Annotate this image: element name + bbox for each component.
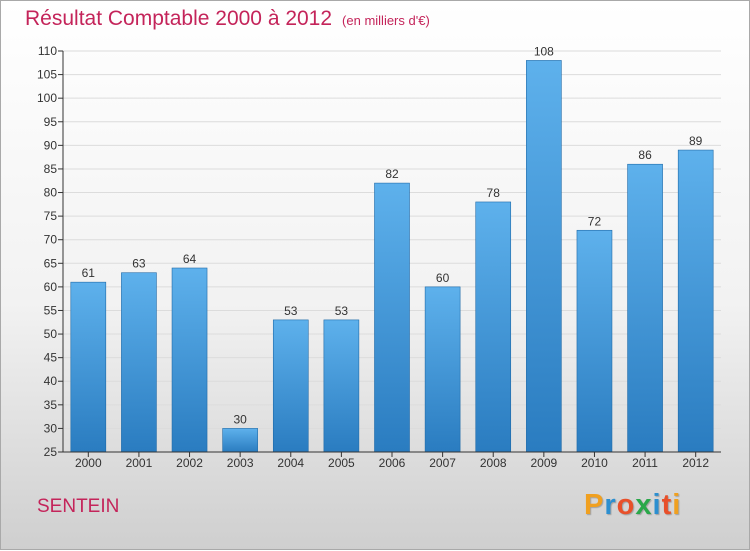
logo-letter: P	[584, 489, 605, 521]
bar	[374, 182, 410, 453]
y-tick-label: 65	[44, 256, 58, 270]
logo-letter: r	[604, 489, 617, 521]
data-label: 78	[487, 186, 501, 200]
data-label: 108	[534, 44, 554, 58]
y-tick-label: 40	[44, 374, 58, 388]
commune-name: SENTEIN	[37, 496, 120, 517]
data-label: 60	[436, 271, 450, 285]
data-label: 63	[132, 257, 146, 271]
data-label: 72	[588, 214, 602, 228]
logo-letter: t	[661, 489, 673, 521]
bar	[70, 281, 107, 453]
y-tick-label: 50	[44, 327, 58, 341]
y-tick-label: 95	[44, 115, 58, 129]
bar	[121, 272, 157, 453]
chart-subtitle: (en milliers d'€)	[342, 13, 430, 28]
y-tick-label: 75	[44, 209, 58, 223]
bar	[677, 149, 714, 453]
bar	[222, 428, 258, 453]
y-tick-label: 45	[44, 351, 58, 365]
bar	[576, 229, 613, 453]
bar	[323, 319, 360, 453]
data-label: 64	[183, 252, 197, 266]
bar	[627, 163, 663, 453]
x-tick-label: 2010	[581, 456, 608, 470]
y-tick-label: 25	[44, 445, 58, 459]
chart-title-text: Résultat Comptable 2000 à 2012	[25, 7, 333, 30]
x-tick-label: 2001	[126, 456, 153, 470]
y-tick-label: 90	[44, 138, 58, 152]
x-tick-label: 2008	[480, 456, 507, 470]
x-tick-label: 2004	[277, 456, 304, 470]
x-tick-label: 2000	[75, 456, 102, 470]
bar	[272, 319, 309, 453]
data-label: 30	[233, 412, 247, 426]
bar	[171, 267, 208, 453]
bar	[424, 286, 461, 453]
x-tick-label: 2009	[530, 456, 557, 470]
proxiti-logo: Proxiti	[584, 489, 681, 522]
data-label: 53	[284, 304, 298, 318]
y-tick-label: 105	[37, 68, 57, 82]
y-tick-label: 80	[44, 186, 58, 200]
bar	[475, 201, 512, 453]
chart-title: Résultat Comptable 2000 à 2012 (en millie…	[25, 7, 430, 31]
y-tick-label: 30	[44, 421, 58, 435]
logo-letter: o	[616, 489, 636, 521]
y-tick-label: 60	[44, 280, 58, 294]
x-tick-label: 2012	[682, 456, 709, 470]
x-tick-label: 2002	[176, 456, 203, 470]
data-label: 53	[335, 304, 349, 318]
x-tick-label: 2006	[379, 456, 406, 470]
x-tick-label: 2011	[632, 456, 658, 470]
data-label: 86	[638, 148, 652, 162]
data-label: 82	[385, 167, 399, 181]
data-label: 89	[689, 134, 703, 148]
logo-letter: i	[652, 489, 662, 521]
logo-letter: i	[672, 489, 682, 521]
x-tick-label: 2005	[328, 456, 355, 470]
bar	[526, 60, 562, 453]
logo-letter: x	[635, 489, 653, 521]
x-tick-label: 2003	[227, 456, 254, 470]
y-tick-label: 70	[44, 233, 58, 247]
y-tick-label: 85	[44, 162, 58, 176]
y-tick-label: 55	[44, 303, 58, 317]
y-tick-label: 110	[38, 44, 57, 58]
y-tick-label: 100	[37, 91, 57, 105]
y-tick-label: 35	[44, 398, 58, 412]
x-tick-label: 2007	[429, 456, 456, 470]
data-label: 61	[82, 266, 96, 280]
